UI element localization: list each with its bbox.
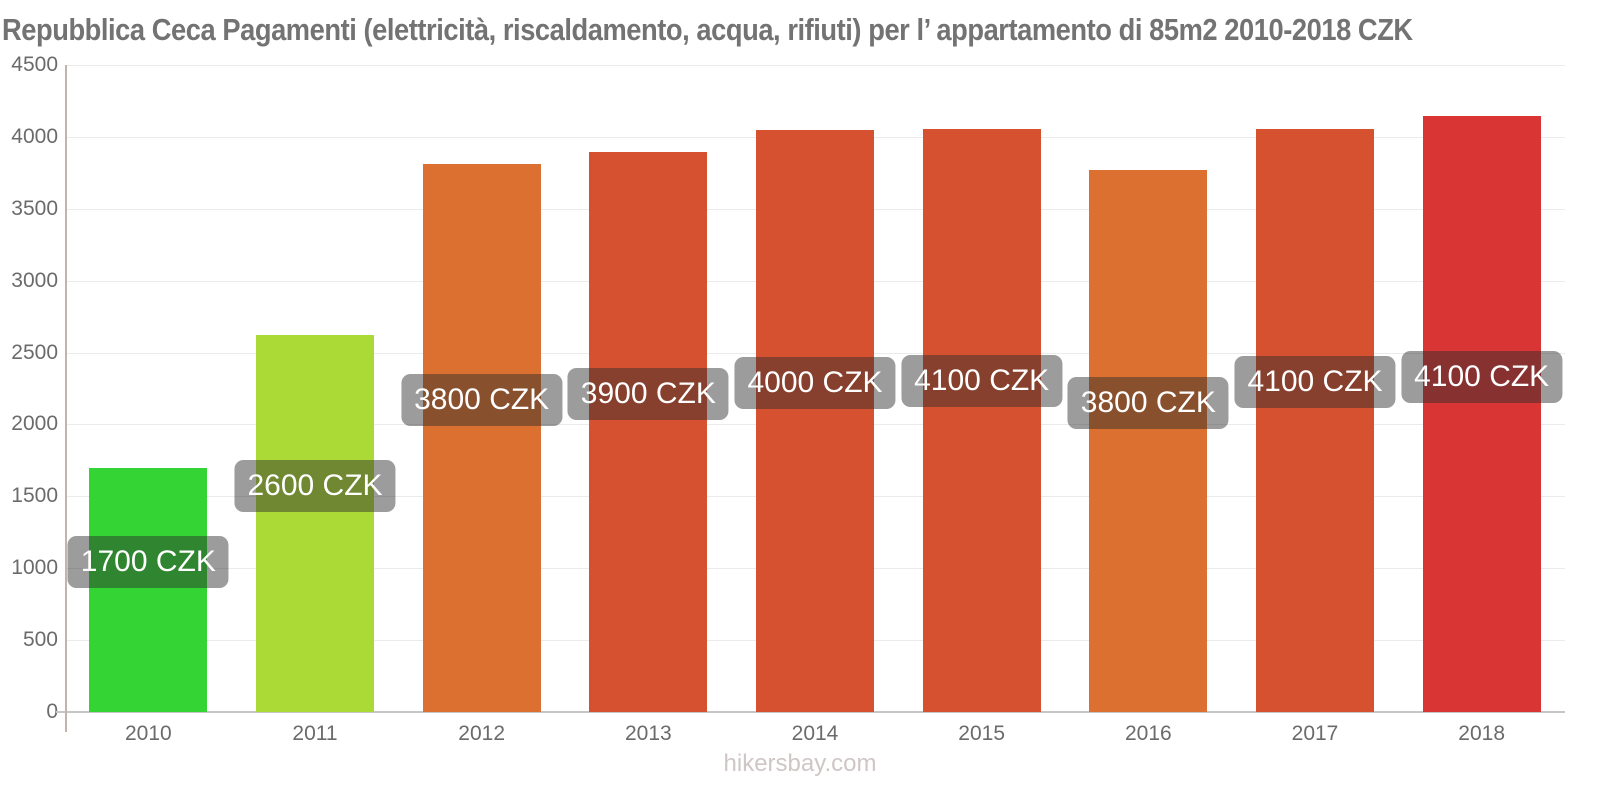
- bar-value-label: 1700 CZK: [67, 535, 229, 588]
- x-axis-label: 2017: [1291, 722, 1339, 745]
- bar-2018: [1422, 116, 1541, 712]
- x-axis-label: 2010: [124, 722, 172, 745]
- y-axis-tick-label: 3500: [11, 196, 58, 220]
- x-axis-label: 2011: [292, 722, 338, 745]
- x-axis-line: [56, 711, 1565, 713]
- y-axis-line: [65, 65, 67, 732]
- y-axis-tick-label: 1500: [11, 484, 58, 508]
- bar-value-label: 4100 CZK: [1401, 351, 1563, 404]
- y-axis-tick-label: 2500: [11, 340, 58, 364]
- x-axis-label: 2013: [624, 722, 672, 745]
- bar-2015: [922, 128, 1041, 712]
- bar-2010: [89, 467, 208, 712]
- bar-2011: [256, 335, 374, 712]
- bar-value-label: 2600 CZK: [234, 459, 396, 512]
- bar-value-label: 4100 CZK: [1234, 356, 1396, 409]
- y-axis-tick-label: 4500: [11, 53, 58, 76]
- y-axis-tick-label: 2000: [11, 412, 58, 436]
- bar-value-label: 3900 CZK: [567, 368, 729, 421]
- bar-2012: [422, 164, 541, 712]
- x-axis-label: 2016: [1124, 722, 1172, 745]
- bar-2013: [589, 152, 708, 712]
- gridline: [65, 65, 1565, 66]
- x-axis-label: 2012: [458, 722, 506, 745]
- x-axis-label: 2015: [958, 722, 1006, 745]
- y-axis-tick-label: 4000: [11, 124, 58, 148]
- bar-value-label: 4100 CZK: [901, 354, 1063, 407]
- x-axis-label: 2014: [791, 722, 839, 745]
- chart-title: Repubblica Ceca Pagamenti (elettricità, …: [2, 12, 1413, 47]
- watermark: hikersbay.com: [723, 750, 877, 777]
- y-axis-tick-label: 3000: [11, 268, 58, 292]
- y-axis-tick-label: 0: [46, 700, 58, 723]
- bar-2016: [1089, 169, 1208, 712]
- x-axis-label: 2018: [1458, 722, 1506, 745]
- bar-value-label: 3800 CZK: [401, 373, 563, 426]
- bar-value-label: 3800 CZK: [1067, 377, 1229, 430]
- bar-2014: [756, 130, 874, 712]
- y-axis-tick-label: 1000: [11, 556, 58, 580]
- y-axis-tick-label: 500: [22, 628, 58, 652]
- bar-value-label: 4000 CZK: [734, 357, 896, 410]
- bar-2017: [1256, 128, 1374, 712]
